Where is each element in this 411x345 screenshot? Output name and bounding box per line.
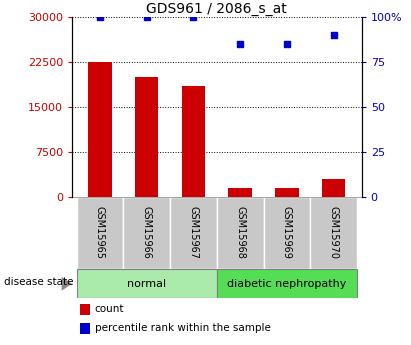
Text: GSM15968: GSM15968 bbox=[235, 206, 245, 259]
Bar bbox=[275, 188, 298, 197]
Point bbox=[237, 41, 243, 47]
Point bbox=[330, 32, 337, 38]
Text: GSM15965: GSM15965 bbox=[95, 206, 105, 259]
Bar bbox=[229, 188, 252, 197]
Bar bbox=[80, 304, 90, 315]
Text: GSM15966: GSM15966 bbox=[142, 206, 152, 259]
Bar bbox=[76, 197, 123, 269]
Point bbox=[97, 14, 103, 20]
Bar bbox=[217, 269, 357, 298]
Bar bbox=[217, 197, 263, 269]
Bar bbox=[182, 86, 205, 197]
Bar bbox=[80, 323, 90, 334]
Text: percentile rank within the sample: percentile rank within the sample bbox=[95, 324, 270, 333]
Text: normal: normal bbox=[127, 279, 166, 289]
Bar bbox=[310, 197, 357, 269]
Text: GSM15970: GSM15970 bbox=[329, 206, 339, 259]
Bar bbox=[123, 197, 170, 269]
Bar bbox=[135, 77, 158, 197]
Point bbox=[284, 41, 290, 47]
Title: GDS961 / 2086_s_at: GDS961 / 2086_s_at bbox=[146, 2, 287, 16]
Polygon shape bbox=[62, 277, 72, 290]
Text: GSM15967: GSM15967 bbox=[188, 206, 199, 259]
Point bbox=[143, 14, 150, 20]
Bar bbox=[322, 179, 345, 197]
Point bbox=[190, 14, 197, 20]
Text: GSM15969: GSM15969 bbox=[282, 206, 292, 259]
Text: disease state: disease state bbox=[4, 277, 74, 287]
Bar bbox=[263, 197, 310, 269]
Bar bbox=[170, 197, 217, 269]
Text: diabetic nephropathy: diabetic nephropathy bbox=[227, 279, 346, 289]
Text: count: count bbox=[95, 305, 124, 314]
Bar bbox=[76, 269, 217, 298]
Bar bbox=[88, 62, 112, 197]
